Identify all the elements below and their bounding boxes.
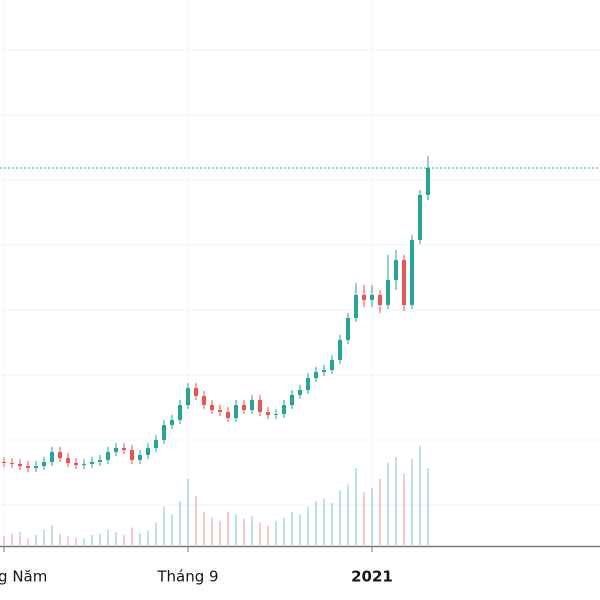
volume-bar — [235, 514, 237, 545]
volume-bar — [147, 530, 149, 545]
volume-bar — [3, 536, 5, 545]
volume-bar — [251, 516, 253, 545]
volume-bar — [67, 536, 69, 545]
volume-bar — [419, 446, 421, 545]
grid — [0, 49, 600, 506]
volume-bar — [211, 517, 213, 545]
volume-bars — [3, 446, 429, 545]
volume-bar — [299, 514, 301, 545]
volume-bar — [387, 462, 389, 545]
volume-bar — [323, 498, 325, 545]
volume-bar — [75, 537, 77, 545]
volume-bar — [275, 520, 277, 545]
volume-bar — [27, 538, 29, 545]
volume-bar — [267, 525, 269, 545]
volume-bar — [355, 468, 357, 545]
volume-bar — [307, 506, 309, 545]
volume-bar — [291, 512, 293, 545]
volume-bar — [139, 532, 141, 545]
x-tick-label: Tháng Năm — [0, 568, 47, 586]
volume-bar — [371, 487, 373, 545]
volume-bar — [203, 512, 205, 545]
volume-bar — [179, 501, 181, 545]
x-tick-label: 2021 — [351, 568, 393, 586]
volume-bar — [427, 468, 429, 545]
volume-bar — [347, 484, 349, 545]
volume-bar — [11, 534, 13, 545]
volume-bar — [259, 523, 261, 545]
volume-bar — [283, 517, 285, 545]
volume-bar — [163, 506, 165, 545]
volume-bar — [379, 479, 381, 545]
volume-bar — [187, 479, 189, 545]
volume-bar — [91, 535, 93, 545]
volume-bar — [35, 535, 37, 545]
volume-bar — [411, 459, 413, 545]
volume-bar — [131, 527, 133, 545]
x-tick-label: Tháng 9 — [156, 568, 218, 586]
volume-bar — [107, 529, 109, 545]
volume-bar — [19, 531, 21, 545]
volume-bar — [315, 501, 317, 545]
volume-bar — [363, 492, 365, 545]
candles — [2, 168, 430, 468]
volume-bar — [43, 529, 45, 545]
volume-bar — [331, 503, 333, 545]
volume-bar — [59, 534, 61, 545]
volume-bar — [99, 534, 101, 545]
volume-bar — [403, 473, 405, 545]
volume-bar — [395, 457, 397, 545]
volume-bar — [339, 490, 341, 545]
volume-bar — [195, 495, 197, 545]
volume-bar — [219, 520, 221, 545]
volume-bar — [171, 514, 173, 545]
volume-bar — [51, 525, 53, 545]
volume-bar — [227, 512, 229, 545]
volume-bar — [115, 531, 117, 545]
volume-bar — [155, 523, 157, 545]
volume-bar — [243, 518, 245, 545]
volume-bar — [123, 535, 125, 545]
volume-bar — [83, 538, 85, 545]
